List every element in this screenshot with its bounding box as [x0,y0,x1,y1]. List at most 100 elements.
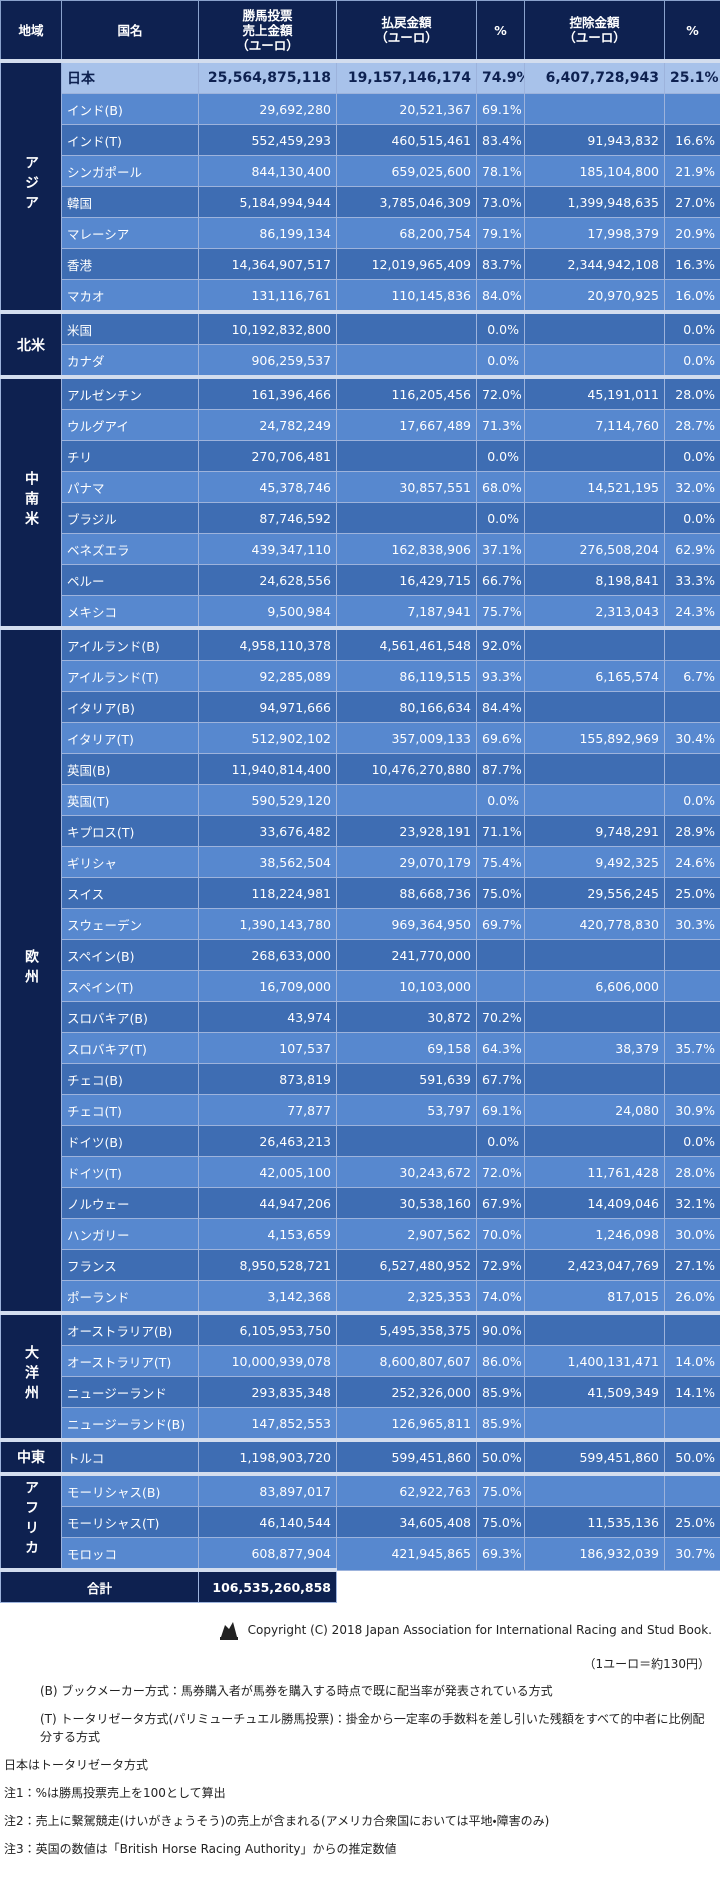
table-row: ブラジル 87,746,592 0.0% 0.0% [1,502,720,534]
value-cell: 30,538,160 [336,1187,477,1219]
header-cell: 勝馬投票 売上金額 （ユーロ） [198,0,337,62]
value-cell: 10,192,832,800 [198,310,337,345]
table-row: チリ 270,706,481 0.0% 0.0% [1,440,720,472]
value-cell: 1,399,948,635 [524,186,665,218]
country-cell: チリ [61,440,199,472]
value-cell: 62,922,763 [336,1472,477,1507]
value-cell: 0.0% [664,310,720,345]
value-cell [664,1001,720,1033]
value-cell [524,753,665,785]
value-cell: 75.0% [476,1506,525,1538]
value-cell: 6,527,480,952 [336,1249,477,1281]
country-cell: オーストラリア(T) [61,1345,199,1377]
value-cell: 29,070,179 [336,846,477,878]
value-cell: 80,166,634 [336,691,477,723]
value-cell: 24,782,249 [198,409,337,441]
value-cell: 4,561,461,548 [336,626,477,661]
country-cell: スペイン(T) [61,970,199,1002]
value-cell: 1,400,131,471 [524,1345,665,1377]
value-cell: 68.0% [476,471,525,503]
value-cell: 0.0% [664,1125,720,1157]
total-empty [336,1570,720,1603]
value-cell: 155,892,969 [524,722,665,754]
value-cell [336,1125,477,1157]
value-cell: 357,009,133 [336,722,477,754]
value-cell [524,1063,665,1095]
value-cell: 969,364,950 [336,908,477,940]
header-cell: % [476,0,525,62]
value-cell: 9,492,325 [524,846,665,878]
value-cell: 69.1% [476,93,525,125]
value-cell: 185,104,800 [524,155,665,187]
value-cell: 53,797 [336,1094,477,1126]
table-row: ニュージーランド(B) 147,852,553 126,965,811 85.9% [1,1407,720,1441]
copyright-line: Copyright (C) 2018 Japan Association for… [0,1619,712,1641]
value-cell: 83.7% [476,248,525,280]
value-cell: 29,692,280 [198,93,337,125]
value-cell: 75.7% [476,595,525,629]
table-row: スウェーデン 1,390,143,780 969,364,950 69.7% 420,7… [1,908,720,940]
value-cell: 72.9% [476,1249,525,1281]
note: (B) ブックメーカー方式：馬券購入者が馬券を購入する時点で既に配当率が発表され… [40,1684,553,1698]
value-cell [476,939,525,971]
country-cell: スロバキア(B) [61,1001,199,1033]
table-row: マレーシア 86,199,134 68,200,754 79.1% 17,998,379… [1,217,720,249]
table-row: スペイン(T) 16,709,000 10,103,000 6,606,000 [1,970,720,1002]
country-cell: 英国(B) [61,753,199,785]
value-cell: 14.1% [664,1376,720,1408]
value-cell: 30.4% [664,722,720,754]
value-cell: 6,165,574 [524,660,665,692]
value-cell: 75.4% [476,846,525,878]
region-cell: 中南米 [0,375,62,629]
value-cell: 421,945,865 [336,1537,477,1571]
table-row: ドイツ(T) 42,005,100 30,243,672 72.0% 11,761,42… [1,1156,720,1188]
value-cell: 91,943,832 [524,124,665,156]
value-cell: 84.0% [476,279,525,313]
value-cell: 107,537 [198,1032,337,1064]
region-name: 大洋州 [23,1344,39,1405]
value-cell: 512,902,102 [198,722,337,754]
value-cell: 116,205,456 [336,375,477,410]
region-cell: 中東 [0,1438,62,1475]
value-cell: 75.0% [476,1472,525,1507]
value-cell [664,626,720,661]
value-cell: 85.9% [476,1376,525,1408]
value-cell: 33,676,482 [198,815,337,847]
value-cell: 28.7% [664,409,720,441]
value-cell: 186,932,039 [524,1537,665,1571]
country-cell: メキシコ [61,595,199,629]
value-cell [524,502,665,534]
country-cell: チェコ(T) [61,1094,199,1126]
country-cell: パナマ [61,471,199,503]
note: 注2：売上に繋駕競走(けいがきょうそう)の売上が含まれる(アメリカ合衆国において… [4,1814,550,1828]
country-cell: オーストラリア(B) [61,1311,199,1346]
value-cell: 25,564,875,118 [198,59,337,94]
table-row: カナダ 906,259,537 0.0% 0.0% [1,344,720,378]
value-cell: 252,326,000 [336,1376,477,1408]
value-cell: 14,521,195 [524,471,665,503]
country-cell: アルゼンチン [61,375,199,410]
value-cell: 92,285,089 [198,660,337,692]
value-cell: 7,187,941 [336,595,477,629]
header-row: 地域 国名 勝馬投票 売上金額 （ユーロ） 払戻金額 （ユーロ）% 控除金額 （ユーロ）… [0,0,720,62]
value-cell: 29,556,245 [524,877,665,909]
value-cell: 74.0% [476,1280,525,1314]
value-cell: 69.6% [476,722,525,754]
value-cell [524,1472,665,1507]
value-cell: 8,600,807,607 [336,1345,477,1377]
value-cell: 71.1% [476,815,525,847]
value-cell: 2,325,353 [336,1280,477,1314]
value-cell [336,440,477,472]
country-cell: トルコ [61,1438,199,1475]
header-cell: 払戻金額 （ユーロ） [336,0,477,62]
value-cell: 20.9% [664,217,720,249]
logo [219,1622,238,1640]
value-cell: 11,940,814,400 [198,753,337,785]
value-cell: 16.0% [664,279,720,313]
table-row: インド(B) 29,692,280 20,521,367 69.1% [1,93,720,125]
value-cell: 126,965,811 [336,1407,477,1441]
country-cell: インド(B) [61,93,199,125]
value-cell [664,939,720,971]
value-cell [664,1407,720,1441]
country-cell: チェコ(B) [61,1063,199,1095]
